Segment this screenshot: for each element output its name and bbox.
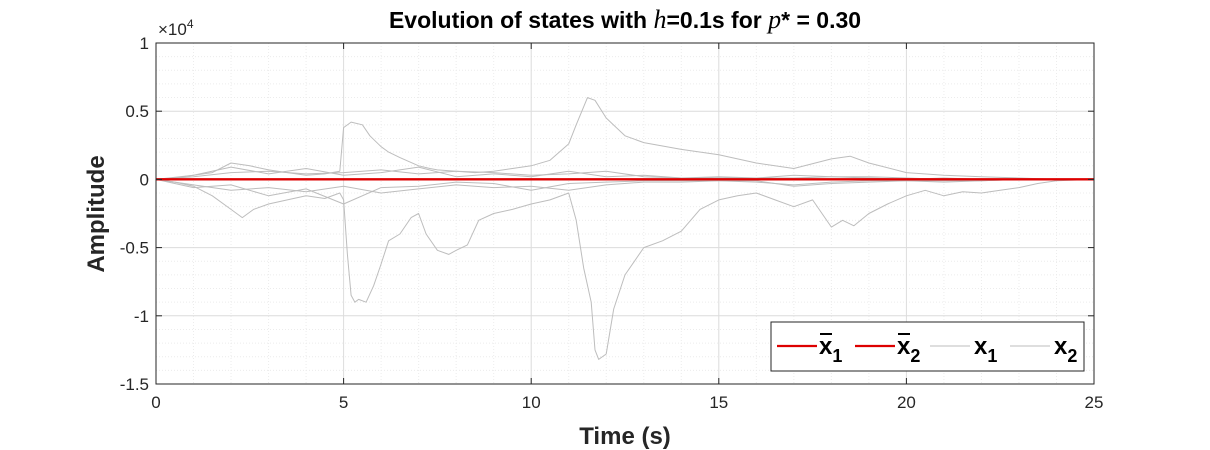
x-tick-label: 5 xyxy=(339,393,348,412)
plot-frame xyxy=(155,42,1095,385)
x-tick-label: 20 xyxy=(897,393,916,412)
y-tick-label: -0.5 xyxy=(120,239,149,258)
title-part-3: =0.1s for xyxy=(666,7,768,33)
title-part-1: Evolution of states with xyxy=(389,7,654,33)
legend-label: x1 xyxy=(974,333,997,366)
x-tick-label: 10 xyxy=(522,393,541,412)
series-line-state xyxy=(155,178,1095,360)
y-tick-label: 0 xyxy=(140,170,149,189)
x-tick-label: 25 xyxy=(1085,393,1104,412)
y-tick-label: -1.5 xyxy=(120,375,149,394)
series-line-state xyxy=(155,97,1094,180)
series-line-state xyxy=(155,178,1094,194)
chart-title: Evolution of states with h=0.1s for p* =… xyxy=(389,5,861,34)
legend: x1 x2 x1 x2 xyxy=(770,321,1085,372)
series-lines xyxy=(155,97,1095,360)
legend-label: x1 xyxy=(819,333,842,366)
legend-label: x2 xyxy=(897,333,920,366)
title-part-h: h xyxy=(653,5,666,34)
x-tick-label: 0 xyxy=(151,393,160,412)
legend-label: x2 xyxy=(1054,333,1077,366)
y-tick-label: 1 xyxy=(140,34,149,53)
y-tick-label: -1 xyxy=(134,307,149,326)
y-axis-label: Amplitude xyxy=(83,155,110,272)
x-tick-label: 15 xyxy=(709,393,728,412)
title-part-p: p xyxy=(766,5,781,34)
x-axis-label: Time (s) xyxy=(579,423,671,450)
series-line-state xyxy=(155,178,1094,205)
y-tick-label: 0.5 xyxy=(125,102,149,121)
axis-ticks: 0 5 10 15 20 25 -1.5 -1 -0.5 0 0.5 1 xyxy=(120,34,1104,412)
series-line-state xyxy=(155,166,1094,180)
y-exponent-label: ×104 xyxy=(158,17,194,39)
title-part-5: * = 0.30 xyxy=(781,7,861,33)
